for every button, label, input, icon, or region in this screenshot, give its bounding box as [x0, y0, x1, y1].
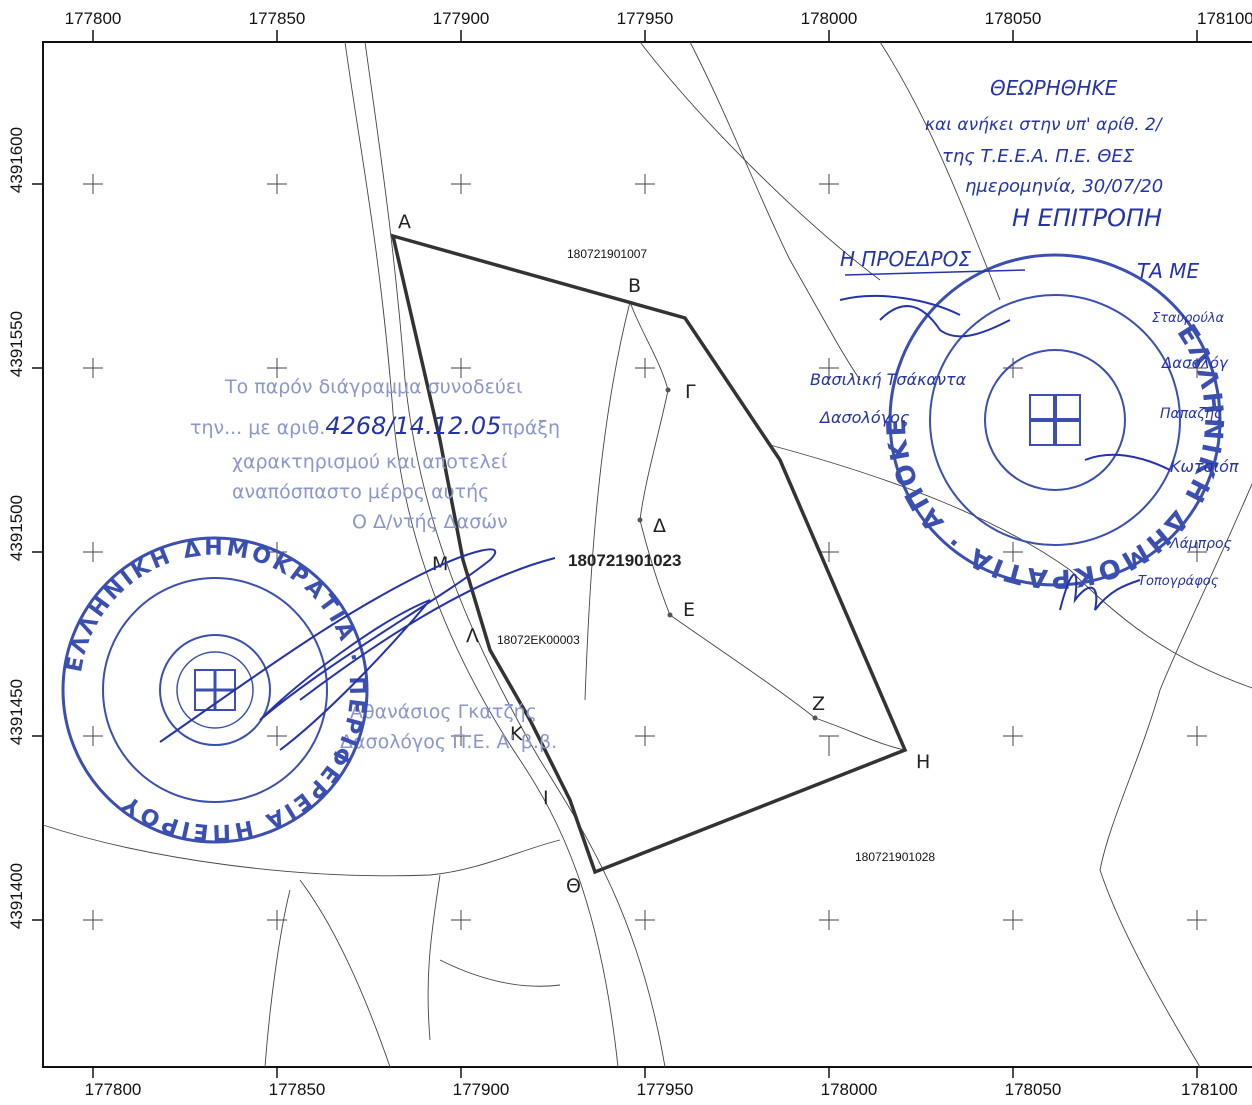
point-label-k: Κ [510, 723, 523, 745]
hand-line-6: Η ΠΡΟΕΔΡΟΣ [840, 247, 971, 271]
y-tick-1: 4391550 [7, 311, 26, 377]
hand-line-3: της Τ.Ε.Ε.Α. Π.Ε. ΘΕΣ [942, 146, 1135, 167]
point-labels: Α Β Γ Δ Ε Ζ Η Θ Ι Κ Λ Μ [398, 211, 930, 897]
parcel-code-road: 18072EK00003 [497, 633, 580, 647]
hand-line-4: ημερομηνία, 30/07/20 [965, 176, 1163, 197]
point-label-a: Α [398, 211, 411, 233]
y-tick-2: 4391500 [7, 495, 26, 561]
parcel-code-main: 180721901023 [568, 551, 681, 570]
line-e-1 [769, 444, 1252, 689]
name-2: Σταυρούλα [1152, 311, 1225, 326]
hand-line-2: και ανήκει στην υπ' αρίθ. 2/ [925, 115, 1164, 135]
signature-president [839, 295, 1011, 338]
y-tick-3: 4391450 [7, 679, 26, 745]
hand-line-5: Η ΕΠΙΤΡΟΠΗ [1012, 204, 1162, 232]
point-label-e: Ε [683, 599, 695, 621]
x-tick-top-7: 178100 [1197, 9, 1252, 28]
point-label-th: Θ [566, 875, 581, 897]
x-tick-bottom-1: 177800 [85, 1080, 142, 1099]
stamp-line-1: Το παρόν διάγραμμα συνοδεύει [224, 376, 523, 398]
point-label-h: Η [916, 751, 930, 773]
point-label-b: Β [628, 275, 641, 297]
name-3: Παπαζής [1160, 406, 1222, 422]
line-s-1 [42, 824, 561, 877]
name-1: Βασιλική Τσάκαντα [810, 370, 967, 389]
line-ne-2 [689, 41, 861, 381]
point-label-m: Μ [432, 553, 448, 575]
x-tick-bottom-6: 178050 [1005, 1080, 1062, 1099]
stamp-sig-name: Αθανάσιος Γκατζής [350, 701, 537, 723]
line-e-2 [1099, 482, 1252, 1068]
y-ticks: 4391600 4391550 4391500 4391450 4391400 [7, 127, 26, 929]
x-tick-top-6: 178050 [985, 9, 1042, 28]
x-tick-top-4: 177950 [617, 9, 674, 28]
name-1-role: Δασολόγος [818, 408, 909, 427]
tick-marks [32, 30, 1198, 1078]
map-frame [42, 41, 1252, 1068]
point-label-g: Γ [685, 381, 696, 403]
stamp-line-3: χαρακτηρισμού και αποτελεί [232, 451, 508, 473]
point-label-l: Λ [466, 625, 479, 647]
name-5-role: Τοπογράφος [1138, 574, 1219, 589]
point-label-i: Ι [543, 787, 549, 809]
line-s-4 [299, 879, 391, 1068]
point-label-d: Δ [653, 515, 666, 537]
stamp-line-4: αναπόσπαστο μέρος αυτής [232, 481, 489, 503]
parcel-code-east: 180721901028 [855, 850, 935, 864]
line-s-3 [264, 889, 291, 1068]
x-tick-top-5: 178000 [801, 9, 858, 28]
line-s-5 [439, 959, 561, 987]
grid-crosses [83, 174, 1207, 930]
x-ticks-top: 177800 177850 177900 177950 178000 17805… [65, 9, 1252, 28]
hand-line-7: ΤΑ ΜΕ [1137, 259, 1200, 283]
stamp-line-5: Ο Δ/ντής Δασών [352, 511, 508, 533]
parcel-code-north: 180721901007 [567, 247, 647, 261]
name-4: Κωτσιόπ [1170, 457, 1239, 476]
y-tick-4: 4391400 [7, 863, 26, 929]
x-tick-bottom-5: 178000 [821, 1080, 878, 1099]
stamp-line-2-start: την... με αριθ. [190, 417, 325, 439]
hand-line-1: ΘΕΩΡΗΘΗΚΕ [990, 76, 1118, 100]
x-tick-top-1: 177800 [65, 9, 122, 28]
stamp-line-2: την... με αριθ.4268/14.12.05πράξη [190, 412, 560, 440]
signature-topographer [1059, 573, 1141, 611]
cadastral-lines [42, 41, 1252, 1068]
line-s-2 [427, 874, 441, 1041]
road-east-edge [364, 41, 666, 1068]
signature-member [1084, 453, 1171, 471]
x-ticks-bottom: 177800 177850 177900 177950 178000 17805… [85, 1080, 1238, 1099]
handwritten-approval: ΘΕΩΡΗΘΗΚΕ και ανήκει στην υπ' αρίθ. 2/ τ… [840, 76, 1200, 283]
line-ne-1 [639, 41, 881, 281]
x-tick-bottom-7: 178100 [1181, 1080, 1238, 1099]
parcel-boundary [390, 233, 908, 875]
x-tick-bottom-3: 177900 [453, 1080, 510, 1099]
inner-line-west [584, 301, 631, 701]
x-tick-bottom-4: 177950 [637, 1080, 694, 1099]
point-label-z: Ζ [812, 693, 825, 715]
signature-left [159, 548, 556, 751]
committee-signatures: Βασιλική Τσάκαντα Δασολόγος Σταυρούλα Δα… [810, 295, 1239, 611]
name-5: Λάμπρος [1169, 536, 1232, 552]
x-tick-top-2: 177850 [249, 9, 306, 28]
y-tick-top: 4391600 [7, 127, 26, 193]
stamp-decision-number: 4268/14.12.05 [325, 412, 501, 440]
forestry-stamp: Το παρόν διάγραμμα συνοδεύει την... με α… [190, 376, 560, 753]
stamp-sig-title: Δασολόγος Π.Ε. Α' β.β. [340, 731, 557, 753]
seal-left-icon: ΕΛΛΗΝΙΚΗ ΔΗΜΟΚΡΑΤΙΑ · ΠΕΡΙΦΕΡΕΙΑ ΗΠΕΙΡΟΥ [61, 536, 369, 844]
x-tick-top-3: 177900 [433, 9, 490, 28]
line-ne-3 [879, 41, 1001, 301]
stamp-line-2-end: πράξη [501, 417, 560, 439]
vertex-dots [637, 387, 818, 721]
name-2-role: Δασολόγ [1161, 354, 1229, 372]
x-tick-bottom-2: 177850 [269, 1080, 326, 1099]
